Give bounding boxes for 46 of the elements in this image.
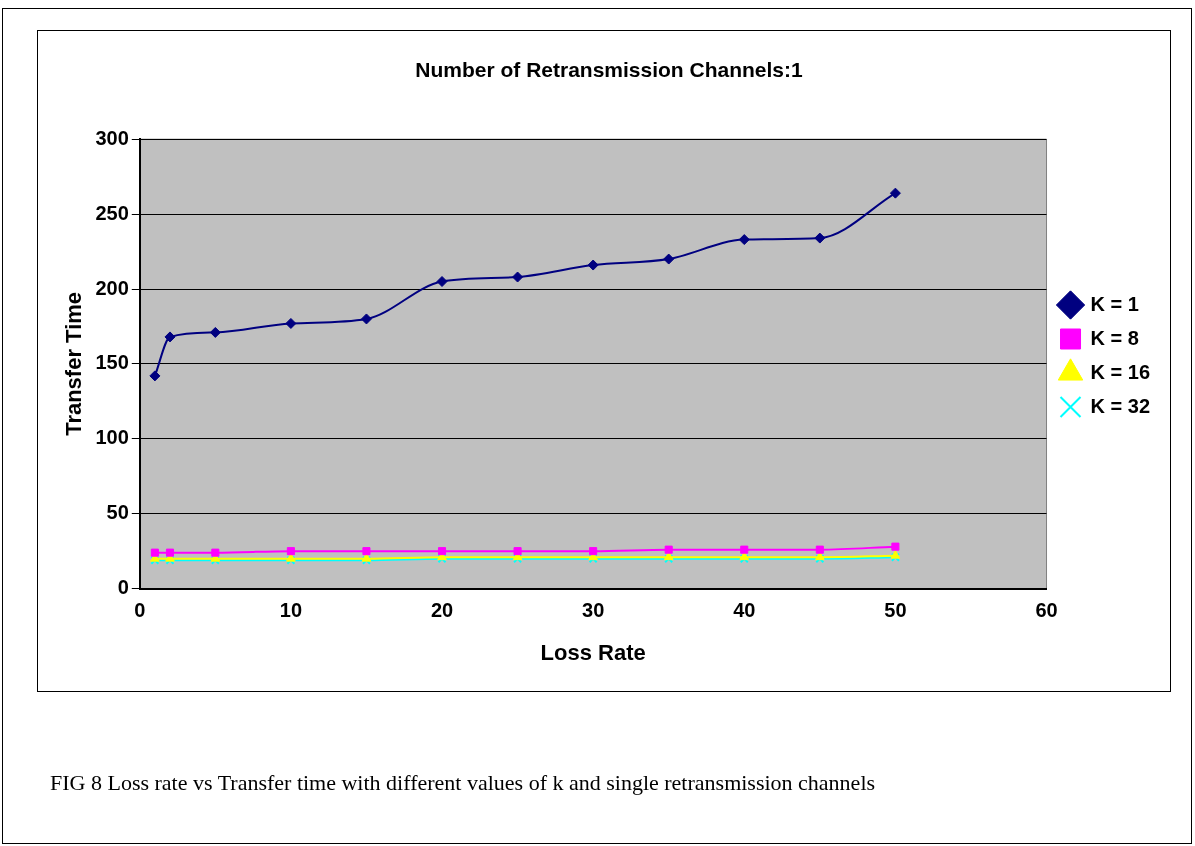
point <box>664 545 673 554</box>
y-tick-label: 50 <box>106 501 129 524</box>
legend-label: K = 32 <box>1090 394 1150 417</box>
point <box>889 187 901 199</box>
point <box>513 547 522 556</box>
y-tick-label: 300 <box>95 126 129 149</box>
x-tick-label: 30 <box>582 599 605 622</box>
legend-label: K = 16 <box>1090 360 1150 383</box>
caption: FIG 8 Loss rate vs Transfer time with different values of k and single retransmission channels <box>50 770 876 796</box>
y-axis-title: Transfer Time <box>61 291 87 436</box>
point <box>362 547 371 556</box>
point <box>815 545 824 554</box>
point <box>149 370 161 382</box>
legend-label: K = 8 <box>1090 326 1139 349</box>
point <box>891 542 900 551</box>
point <box>589 547 598 556</box>
x-tick-label: 40 <box>733 599 756 622</box>
x-tick-label: 20 <box>430 599 454 622</box>
y-tick-label: 0 <box>117 576 129 599</box>
x-tick-label: 0 <box>134 599 146 622</box>
y-tick-label: 150 <box>95 351 129 374</box>
point <box>738 234 750 246</box>
x-tick-label: 50 <box>884 599 907 622</box>
x-tick-label: 60 <box>1035 599 1058 622</box>
point <box>437 547 447 556</box>
point <box>814 232 826 244</box>
point <box>663 253 675 265</box>
point <box>165 548 175 557</box>
point <box>587 259 599 271</box>
legend-label: K = 1 <box>1090 292 1139 315</box>
point <box>512 271 524 283</box>
chart-title: Number of Retransmission Channels:1 <box>415 58 804 82</box>
point <box>211 548 220 557</box>
point <box>209 326 221 338</box>
point <box>150 548 159 557</box>
point <box>360 313 372 325</box>
point <box>285 317 297 329</box>
y-tick-label: 200 <box>95 276 129 299</box>
point <box>436 276 448 288</box>
y-tick-label: 100 <box>95 426 129 449</box>
y-tick-label: 250 <box>95 201 129 224</box>
point <box>164 331 176 343</box>
point <box>286 547 295 556</box>
x-axis-title: Loss Rate <box>540 639 646 665</box>
point <box>740 545 749 554</box>
x-tick-label: 10 <box>279 599 303 622</box>
